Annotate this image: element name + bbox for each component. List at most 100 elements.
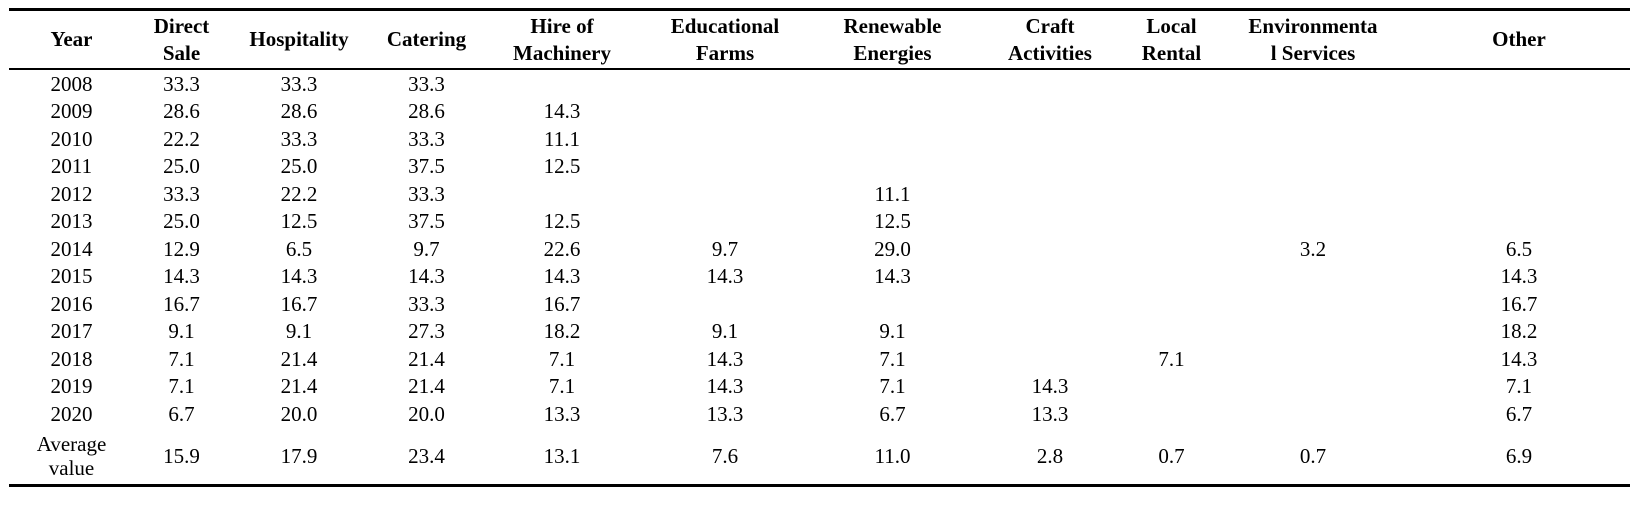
value-cell: 14.3	[408, 264, 445, 289]
value-cell	[1408, 153, 1630, 181]
value-cell: 16.7	[163, 291, 200, 316]
data-table-container: Year Direct Sale Hospitality Catering Hire o…	[9, 8, 1630, 487]
column-header: Hire of Machinery	[513, 13, 611, 65]
value-cell: 16.7	[280, 291, 318, 316]
value-cell: 7.1	[548, 346, 576, 371]
value-cell: 13.1	[543, 443, 581, 468]
value-cell: 9.1	[285, 319, 313, 344]
value-cell	[1408, 208, 1630, 236]
value-cell	[640, 208, 810, 236]
value-cell	[810, 153, 975, 181]
table-row: 2016 16.7 16.7 33.3 16.7 16.7	[9, 290, 1630, 318]
value-cell: 7.1	[879, 374, 906, 399]
value-cell: 33.3	[408, 181, 445, 206]
value-cell: 9.1	[879, 319, 906, 344]
table-row: 2018 7.1 21.4 21.4 7.1 14.3 7.1 7.1 14.3	[9, 345, 1630, 373]
table-row: 2009 28.6 28.6 28.6 14.3	[9, 98, 1630, 126]
value-cell	[1408, 69, 1630, 98]
value-cell	[975, 153, 1125, 181]
value-cell: 6.7	[168, 401, 195, 426]
value-cell: 28.6	[408, 99, 445, 124]
table-row: 2020 6.7 20.0 20.0 13.3 13.3 6.7 13.3 6.7	[9, 400, 1630, 428]
value-cell: 2.8	[1036, 443, 1064, 468]
year-cell: 2015	[50, 264, 93, 289]
value-cell: 13.3	[706, 401, 744, 426]
value-cell: 37.5	[408, 209, 445, 234]
value-cell: 11.0	[874, 443, 911, 468]
value-cell	[640, 69, 810, 98]
value-cell: 12.5	[874, 209, 911, 234]
table-row: 2014 12.9 6.5 9.7 22.6 9.7 29.0 3.2 6.5	[9, 235, 1630, 263]
value-cell: 6.5	[1505, 236, 1533, 261]
value-cell: 18.2	[543, 319, 581, 344]
value-cell: 14.3	[1031, 374, 1069, 399]
value-cell	[1408, 125, 1630, 153]
value-cell: 33.3	[163, 181, 200, 206]
value-cell: 14.3	[706, 346, 744, 371]
value-cell: 14.3	[874, 264, 911, 289]
value-cell	[1408, 180, 1630, 208]
value-cell	[1218, 400, 1408, 428]
value-cell	[1218, 153, 1408, 181]
value-cell	[1218, 98, 1408, 126]
value-cell: 0.7	[1158, 443, 1185, 468]
value-cell: 13.3	[1031, 401, 1069, 426]
value-cell: 9.7	[711, 236, 739, 261]
value-cell	[1125, 235, 1218, 263]
value-cell	[810, 69, 975, 98]
table-row: 2012 33.3 22.2 33.3 11.1	[9, 180, 1630, 208]
year-cell: 2019	[50, 374, 93, 399]
value-cell	[484, 180, 640, 208]
value-cell: 6.7	[1505, 401, 1533, 426]
value-cell: 0.7	[1299, 443, 1327, 468]
table-row: 2008 33.3 33.3 33.3	[9, 69, 1630, 98]
value-cell: 12.9	[163, 236, 200, 261]
table-row: 2017 9.1 9.1 27.3 18.2 9.1 9.1 18.2	[9, 318, 1630, 346]
value-cell	[1125, 125, 1218, 153]
value-cell	[1125, 98, 1218, 126]
value-cell: 11.1	[544, 126, 580, 151]
value-cell	[1218, 318, 1408, 346]
value-cell	[640, 98, 810, 126]
year-cell: 2013	[50, 209, 93, 234]
column-header: Environmenta l Services	[1248, 13, 1378, 65]
value-cell: 6.9	[1505, 443, 1533, 468]
value-cell	[975, 345, 1125, 373]
value-cell	[1218, 263, 1408, 291]
value-cell	[1125, 208, 1218, 236]
year-cell: 2011	[50, 154, 93, 179]
value-cell	[1218, 345, 1408, 373]
value-cell	[1218, 69, 1408, 98]
year-cell: 2010	[50, 126, 93, 151]
value-cell: 7.1	[548, 374, 576, 399]
value-cell: 11.1	[874, 181, 911, 206]
value-cell: 3.2	[1299, 236, 1327, 261]
value-cell	[810, 125, 975, 153]
value-cell: 33.3	[163, 71, 200, 96]
value-cell: 14.3	[280, 264, 318, 289]
value-cell	[1125, 290, 1218, 318]
value-cell: 25.0	[163, 154, 200, 179]
value-cell	[975, 208, 1125, 236]
column-header: Craft Activities	[1008, 13, 1092, 65]
value-cell	[1218, 290, 1408, 318]
value-cell: 23.4	[408, 443, 445, 468]
value-cell: 28.6	[163, 99, 200, 124]
value-cell	[1125, 69, 1218, 98]
value-cell	[975, 318, 1125, 346]
year-cell: 2012	[50, 181, 93, 206]
value-cell: 7.6	[711, 443, 739, 468]
value-cell	[810, 290, 975, 318]
year-cell: 2017	[50, 319, 93, 344]
value-cell: 13.3	[543, 401, 581, 426]
value-cell: 21.4	[408, 346, 445, 371]
year-cell: 2018	[50, 346, 93, 371]
value-cell: 6.5	[285, 236, 313, 261]
value-cell	[1218, 125, 1408, 153]
value-cell: 33.3	[408, 126, 445, 151]
column-header: Year	[50, 27, 93, 51]
value-cell	[1408, 98, 1630, 126]
value-cell	[1218, 180, 1408, 208]
value-cell: 21.4	[280, 374, 318, 399]
value-cell: 37.5	[408, 154, 445, 179]
